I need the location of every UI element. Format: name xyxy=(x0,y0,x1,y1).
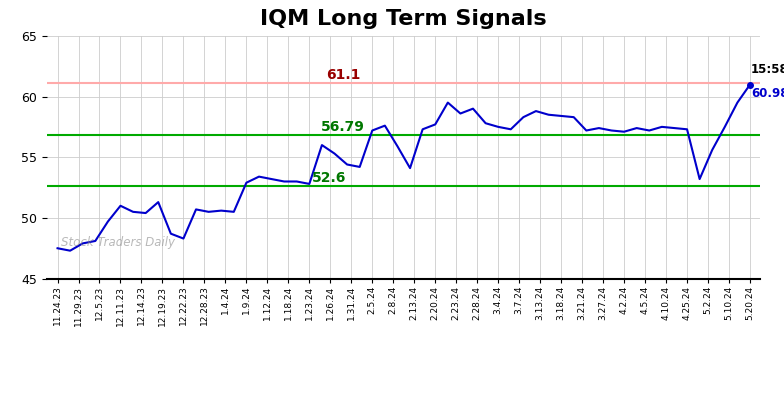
Text: 15:58: 15:58 xyxy=(751,63,784,76)
Text: 60.98: 60.98 xyxy=(751,87,784,100)
Text: Stock Traders Daily: Stock Traders Daily xyxy=(61,236,176,250)
Text: 61.1: 61.1 xyxy=(325,68,360,82)
Title: IQM Long Term Signals: IQM Long Term Signals xyxy=(260,9,547,29)
Text: 52.6: 52.6 xyxy=(311,171,346,185)
Text: 56.79: 56.79 xyxy=(321,120,365,134)
